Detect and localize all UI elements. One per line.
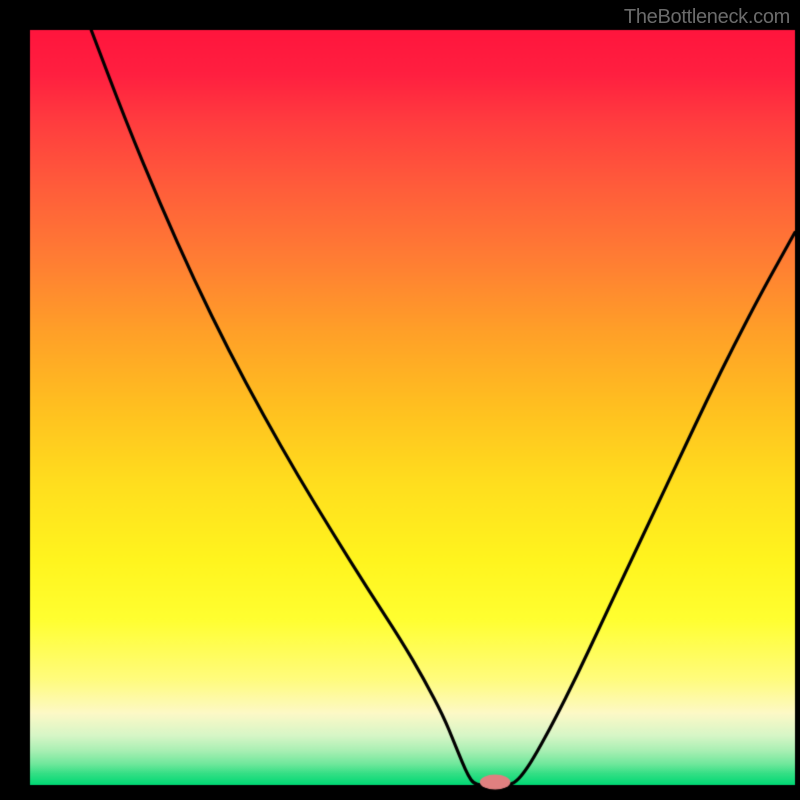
watermark-text: TheBottleneck.com: [624, 6, 790, 29]
bottleneck-chart: [0, 0, 800, 800]
chart-container: TheBottleneck.com: [0, 0, 800, 800]
